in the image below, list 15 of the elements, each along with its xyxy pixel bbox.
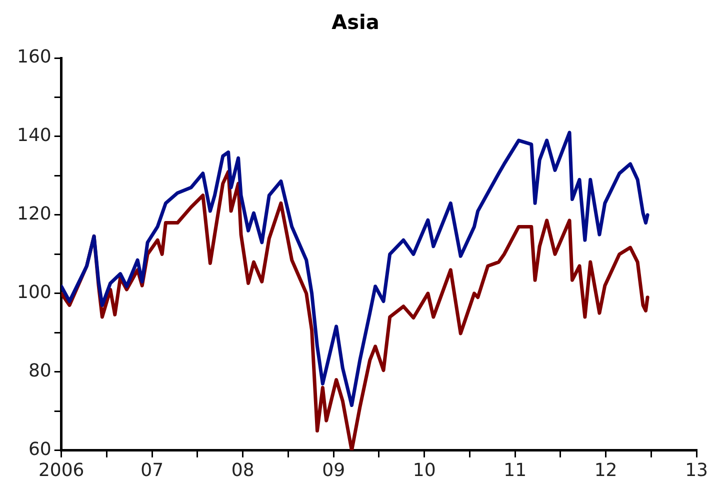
x-tick-label: 08 xyxy=(231,460,254,481)
y-tick-label: 160 xyxy=(16,46,52,68)
y-tick-label: 80 xyxy=(28,360,52,382)
y-tick-label: 60 xyxy=(28,439,52,460)
y-tick-label: 120 xyxy=(16,204,52,225)
x-tick-label: 07 xyxy=(140,460,164,481)
x-tick-label: 12 xyxy=(594,460,618,481)
x-tick-label: 13 xyxy=(685,460,708,481)
chart-title: Asia xyxy=(332,10,380,34)
x-tick-label: 09 xyxy=(322,460,346,481)
y-tick-label: 100 xyxy=(16,282,52,304)
x-tick-label: 10 xyxy=(412,460,436,481)
x-tick-label: 11 xyxy=(504,460,527,481)
x-tick-label: 2006 xyxy=(38,460,84,481)
y-tick-label: 140 xyxy=(16,125,52,146)
